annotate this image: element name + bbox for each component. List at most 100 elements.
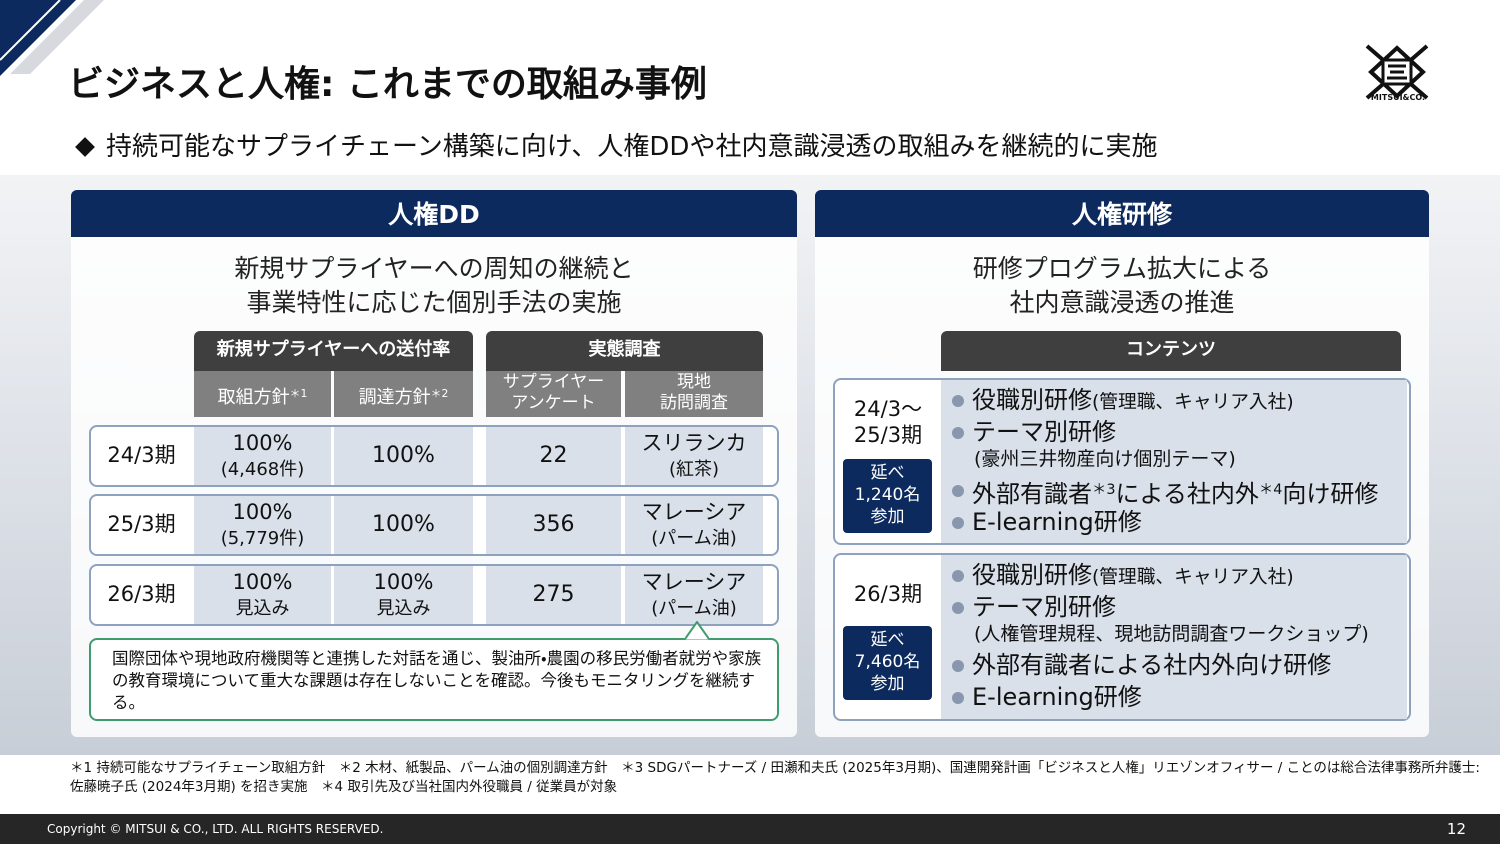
cell-bg — [486, 427, 621, 485]
cell-bg — [486, 496, 621, 554]
lead-marker — [75, 137, 95, 157]
footer-bar — [0, 814, 1500, 844]
cell-bg — [625, 496, 763, 554]
column-header — [334, 371, 473, 417]
page-number: 12 — [1446, 819, 1466, 838]
participants-text: 延べ — [870, 630, 905, 651]
item-detail: (豪州三井物産向け個別テーマ) — [974, 447, 1236, 470]
cell-text: 275 — [532, 581, 575, 607]
column-header-text: アンケート — [511, 393, 596, 414]
item-note-mark: ＊4 — [1258, 482, 1283, 498]
item-label: テーマ別研修 — [972, 593, 1116, 621]
row-period: 26/3期 — [107, 582, 176, 607]
group-header — [194, 331, 473, 371]
cell-bg — [194, 427, 331, 485]
item-detail: (人権管理規程、現地訪問調査ワークショップ) — [974, 622, 1369, 645]
item-part: 外部有識者 — [972, 479, 1092, 508]
column-header-text: 取組方針＊1 — [194, 380, 331, 408]
note-pointer — [685, 621, 709, 640]
item-text: 役職別研修(管理職、キャリア入社) — [972, 383, 1402, 417]
corner-decoration — [0, 0, 104, 76]
column-label: 取組方針 — [217, 386, 290, 408]
copyright: Copyright © MITSUI & CO., LTD. ALL RIGHT… — [47, 821, 384, 836]
block-period: 26/3期 — [853, 582, 923, 607]
item-text: テーマ別研修 — [972, 415, 1402, 449]
column-header-text: 訪問調査 — [660, 393, 728, 414]
panel-subtitle: 社内意識浸透の推進 — [1009, 287, 1235, 317]
panel-header — [71, 190, 797, 237]
participants-text: 参加 — [870, 507, 905, 528]
block-period: 24/3～ — [853, 397, 923, 422]
cell-subtext: (4,468件) — [220, 459, 305, 481]
block-period: 25/3期 — [853, 423, 923, 448]
participants-text: 1,240名 — [854, 485, 921, 506]
cell-bg — [334, 496, 473, 554]
panel-subtitle: 新規サプライヤーへの周知の継続と — [234, 253, 634, 283]
column-header-text: 現地 — [677, 372, 711, 393]
contents-header — [941, 331, 1401, 371]
column-note: ＊2 — [430, 387, 449, 400]
column-header-text: 調達方針＊2 — [334, 380, 473, 408]
panel-header — [815, 190, 1429, 237]
item-label: 役職別研修 — [972, 561, 1092, 589]
cell-text: 356 — [532, 511, 575, 537]
cell-subtext: (5,779件) — [220, 528, 305, 550]
participants-box — [843, 626, 932, 700]
cell-text: マレーシア — [641, 570, 747, 595]
cell-text: 100% — [373, 570, 434, 595]
cell-subtext: (紅茶) — [668, 459, 720, 481]
logo-mark — [1365, 44, 1429, 100]
column-header — [486, 371, 621, 417]
items-bg — [941, 555, 1407, 719]
cell-bg — [194, 566, 331, 624]
footnote: ＊1 持続可能なサプライチェーン取組方針 ＊2 木材、紙製品、パーム油の個別調達… — [70, 759, 1480, 776]
lead-text: 持続可能なサプライチェーン構築に向け、人権DDや社内意識浸透の取組みを継続的に実… — [106, 131, 1158, 162]
bullet — [952, 395, 964, 407]
column-header — [625, 371, 763, 417]
participants-text: 延べ — [870, 463, 905, 484]
cell-bg — [625, 427, 763, 485]
item-text: 外部有識者＊3による社内外＊4向け研修 — [972, 473, 1402, 508]
item-text: E-learning研修 — [972, 505, 1402, 539]
note-box — [89, 638, 779, 721]
column-label: 調達方針 — [358, 386, 431, 408]
cell-bg — [486, 566, 621, 624]
cell-text: 100% — [232, 500, 293, 525]
bullet — [952, 692, 964, 704]
cell-text: 100% — [232, 431, 293, 456]
item-part: 向け研修 — [1282, 479, 1379, 508]
item-text: 外部有識者による社内外向け研修 — [972, 648, 1402, 682]
participants-text: 7,460名 — [854, 652, 921, 673]
item-label: E-learning研修 — [972, 508, 1142, 536]
group-header-text: 新規サプライヤーへの送付率 — [216, 339, 451, 361]
column-header-text: サプライヤー — [502, 372, 605, 393]
cell-subtext: (パーム油) — [651, 598, 737, 620]
slide-title: ビジネスと人権: これまでの取組み事例 — [68, 63, 707, 105]
item-note-mark: ＊3 — [1092, 482, 1116, 498]
bullet — [952, 427, 964, 439]
cell-bg — [194, 496, 331, 554]
item-label: 外部有識者による社内外向け研修 — [972, 651, 1332, 679]
note-text: 国際団体や現地政府機関等と連携した対話を通じ、製油所・農園の移民労働者就労や家族… — [112, 649, 762, 712]
item-label: 役職別研修 — [972, 386, 1092, 414]
cell-text: 100% — [232, 570, 293, 595]
items-bg — [941, 380, 1407, 543]
cell-text: 100% — [372, 511, 435, 537]
logo-text: MITSUI&CO. — [1370, 93, 1426, 103]
bullet — [952, 485, 964, 497]
participants-box — [843, 459, 932, 533]
contents-header-text: コンテンツ — [1126, 339, 1216, 361]
item-note: (管理職、キャリア入社) — [1092, 392, 1294, 413]
cell-bg — [625, 566, 763, 624]
cell-text: マレーシア — [641, 500, 747, 525]
item-note: (管理職、キャリア入社) — [1092, 567, 1294, 588]
bullet — [952, 602, 964, 614]
item-text: E-learning研修 — [972, 680, 1402, 714]
cell-text: 22 — [539, 442, 568, 468]
bullet — [952, 660, 964, 672]
cell-subtext: (パーム油) — [651, 528, 737, 550]
column-note: ＊1 — [289, 387, 308, 400]
panel-subtitle: 研修プログラム拡大による — [972, 253, 1272, 283]
item-part: による社内外 — [1115, 479, 1259, 508]
